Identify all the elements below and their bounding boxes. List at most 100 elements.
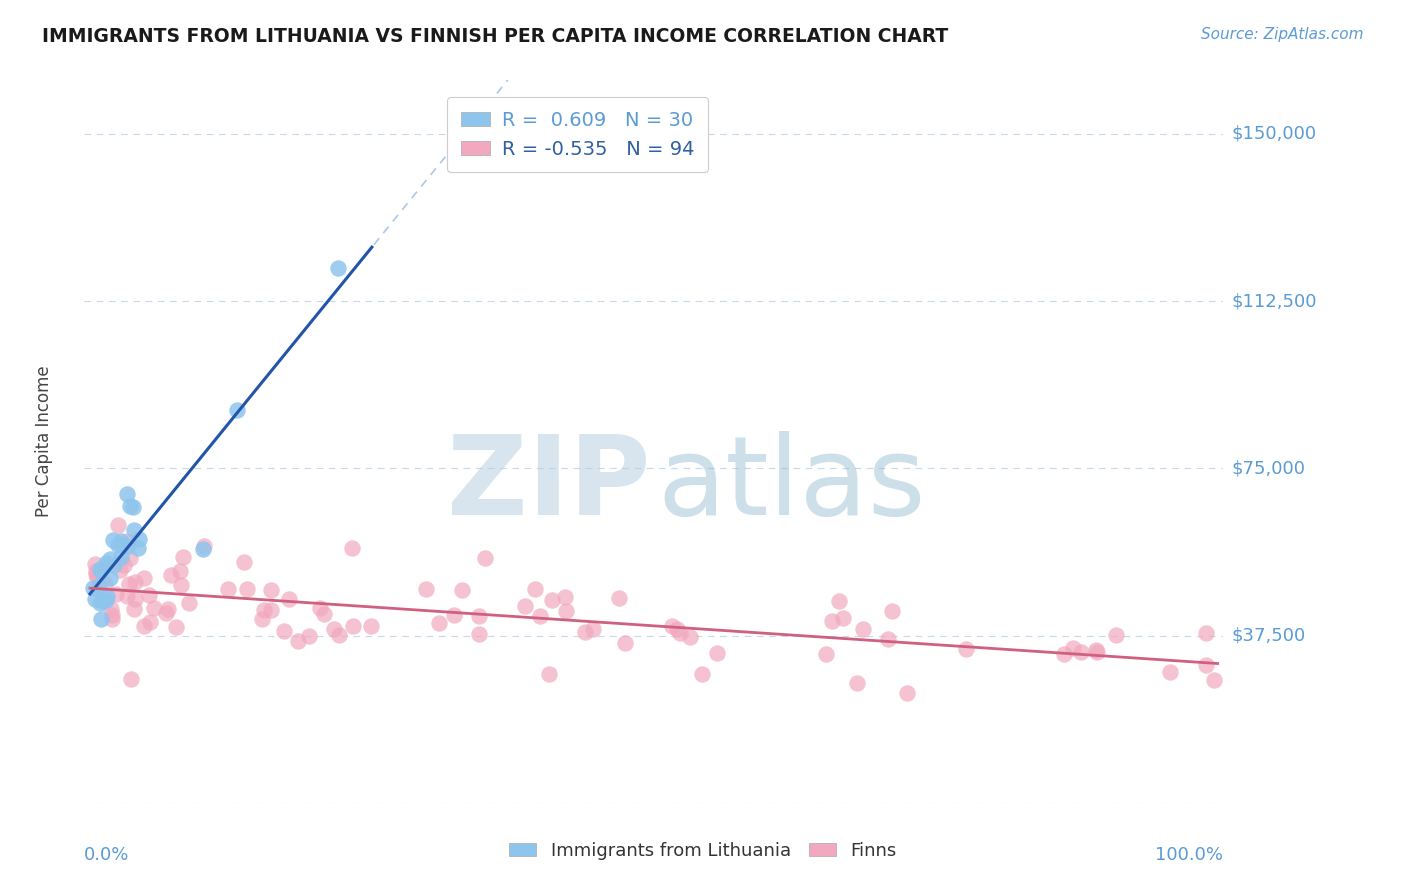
- Point: [124, 591, 146, 606]
- Point: [225, 403, 247, 417]
- Point: [287, 633, 309, 648]
- Point: [87, 579, 110, 593]
- Point: [84, 566, 107, 581]
- Point: [538, 666, 561, 681]
- Point: [692, 667, 714, 681]
- Point: [155, 606, 177, 620]
- Text: $37,500: $37,500: [1232, 626, 1306, 645]
- Point: [94, 577, 117, 591]
- Point: [169, 564, 191, 578]
- Point: [554, 591, 576, 605]
- Point: [554, 604, 576, 618]
- Point: [128, 532, 150, 546]
- Text: $150,000: $150,000: [1232, 125, 1316, 143]
- Point: [679, 630, 702, 644]
- Point: [100, 602, 122, 616]
- Point: [273, 624, 295, 639]
- Point: [124, 575, 146, 590]
- Point: [342, 619, 364, 633]
- Point: [120, 672, 142, 686]
- Point: [110, 534, 132, 549]
- Point: [415, 582, 437, 597]
- Text: Source: ZipAtlas.com: Source: ZipAtlas.com: [1201, 27, 1364, 42]
- Point: [326, 260, 349, 275]
- Point: [443, 608, 465, 623]
- Point: [127, 541, 149, 556]
- Point: [832, 611, 855, 625]
- Point: [896, 686, 918, 700]
- Point: [104, 586, 127, 600]
- Point: [298, 629, 321, 643]
- Point: [236, 582, 259, 596]
- Point: [582, 622, 605, 636]
- Text: Per Capita Income: Per Capita Income: [35, 366, 53, 517]
- Point: [103, 533, 125, 547]
- Point: [250, 612, 273, 626]
- Point: [1087, 645, 1109, 659]
- Point: [100, 611, 122, 625]
- Point: [132, 619, 155, 633]
- Point: [157, 602, 180, 616]
- Point: [132, 570, 155, 584]
- Point: [1159, 665, 1181, 679]
- Point: [112, 558, 135, 572]
- Point: [1062, 640, 1084, 655]
- Point: [89, 562, 111, 576]
- Point: [83, 557, 105, 571]
- Point: [84, 591, 107, 606]
- Point: [253, 603, 276, 617]
- Point: [107, 538, 129, 552]
- Text: 0.0%: 0.0%: [84, 847, 129, 864]
- Point: [86, 570, 108, 584]
- Point: [342, 541, 364, 555]
- Point: [96, 593, 118, 607]
- Point: [955, 641, 977, 656]
- Point: [607, 591, 630, 605]
- Point: [876, 632, 898, 647]
- Point: [260, 582, 283, 597]
- Point: [468, 627, 491, 641]
- Point: [574, 625, 596, 640]
- Point: [103, 558, 125, 572]
- Point: [312, 607, 335, 622]
- Point: [107, 517, 129, 532]
- Point: [846, 676, 869, 690]
- Point: [82, 582, 104, 596]
- Point: [427, 615, 450, 630]
- Point: [1195, 657, 1218, 672]
- Point: [852, 622, 875, 636]
- Point: [117, 534, 139, 549]
- Point: [117, 539, 139, 553]
- Point: [172, 549, 194, 564]
- Point: [111, 538, 134, 552]
- Text: $75,000: $75,000: [1232, 459, 1306, 477]
- Point: [523, 582, 546, 596]
- Text: atlas: atlas: [657, 432, 925, 539]
- Point: [138, 615, 160, 630]
- Point: [821, 614, 844, 628]
- Point: [177, 596, 200, 610]
- Point: [122, 602, 145, 616]
- Point: [165, 620, 187, 634]
- Point: [193, 539, 215, 553]
- Point: [90, 564, 112, 578]
- Point: [90, 612, 112, 626]
- Point: [98, 570, 121, 584]
- Point: [666, 622, 689, 636]
- Point: [100, 608, 122, 623]
- Legend: R =  0.609   N = 30, R = -0.535   N = 94: R = 0.609 N = 30, R = -0.535 N = 94: [447, 97, 707, 172]
- Point: [1105, 628, 1128, 642]
- Point: [96, 589, 118, 603]
- Point: [1204, 673, 1226, 687]
- Point: [828, 594, 851, 608]
- Point: [217, 582, 239, 596]
- Point: [120, 499, 142, 513]
- Point: [260, 603, 283, 617]
- Point: [474, 550, 496, 565]
- Text: IMMIGRANTS FROM LITHUANIA VS FINNISH PER CAPITA INCOME CORRELATION CHART: IMMIGRANTS FROM LITHUANIA VS FINNISH PER…: [42, 27, 949, 45]
- Point: [122, 523, 145, 537]
- Point: [614, 636, 637, 650]
- Point: [96, 557, 118, 571]
- Point: [882, 604, 904, 618]
- Point: [540, 593, 562, 607]
